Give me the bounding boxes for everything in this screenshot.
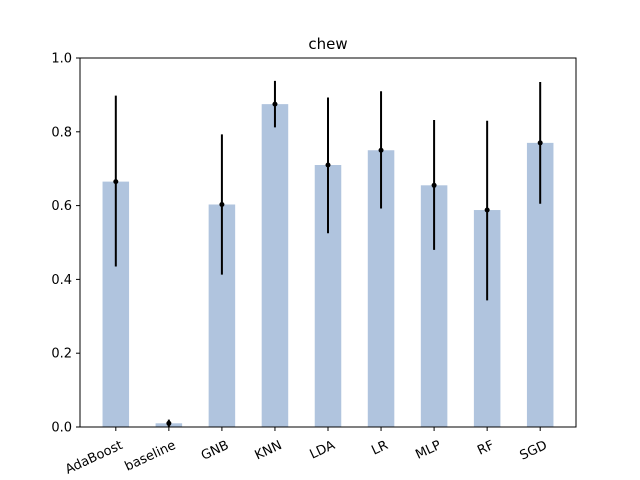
y-tick-label: 0.0: [51, 421, 72, 436]
error-bars-group: [113, 80, 543, 427]
mean-point-lr: [378, 147, 384, 153]
y-tick-label: 1.0: [51, 52, 72, 67]
mean-point-rf: [484, 207, 490, 213]
bar-knn: [261, 104, 289, 427]
x-tick-label: AdaBoost: [63, 438, 125, 478]
mean-point-knn: [272, 101, 278, 107]
mean-point-adaboost: [113, 179, 119, 185]
mean-point-mlp: [431, 182, 437, 188]
mean-point-lda: [325, 162, 331, 168]
chart-title: chew: [308, 35, 347, 53]
y-tick-label: 0.6: [51, 199, 72, 214]
x-tick-label: baseline: [123, 438, 179, 475]
y-tick-label: 0.2: [51, 347, 72, 362]
y-axis: 0.0 0.2 0.4 0.6 0.8 1.0: [51, 52, 80, 436]
x-tick-label: MLP: [413, 438, 443, 463]
x-tick-label: SGD: [518, 438, 550, 464]
x-tick-label: LR: [369, 438, 390, 458]
x-tick-label: KNN: [253, 438, 285, 463]
mean-point-gnb: [219, 201, 225, 207]
mean-point-sgd: [537, 140, 543, 146]
y-tick-label: 0.4: [51, 273, 72, 288]
x-tick-label: GNB: [199, 438, 231, 464]
mean-point-baseline: [166, 420, 172, 426]
x-tick-label: LDA: [308, 438, 338, 463]
y-tick-label: 0.8: [51, 125, 72, 140]
x-tick-label: RF: [475, 438, 496, 459]
